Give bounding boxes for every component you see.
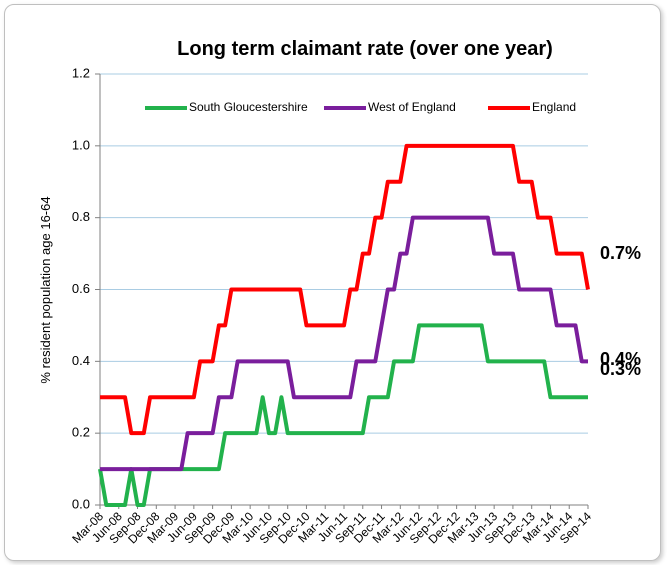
legend-label: England <box>532 100 576 114</box>
annotation: 0.7% <box>600 243 641 263</box>
y-tick-label: 0.2 <box>72 425 90 440</box>
legend-label: West of England <box>368 100 456 114</box>
series-line <box>100 215 588 472</box>
y-axis-label: % resident population age 16-64 <box>38 196 53 383</box>
annotation: 0.4% <box>600 349 641 369</box>
y-tick-label: 0.8 <box>72 209 90 224</box>
chart-title: Long term claimant rate (over one year) <box>177 38 553 60</box>
chart-frame <box>4 4 661 561</box>
y-tick-label: 1.0 <box>72 137 90 152</box>
annotation: 0.3% <box>600 359 641 379</box>
series-line <box>100 143 590 436</box>
y-tick-label: 0.4 <box>72 353 90 368</box>
y-tick-label: 0.0 <box>72 496 90 511</box>
y-tick-label: 1.2 <box>72 65 90 80</box>
legend-label: South Gloucestershire <box>189 100 308 114</box>
y-tick-label: 0.6 <box>72 281 90 296</box>
series-line <box>98 323 588 507</box>
